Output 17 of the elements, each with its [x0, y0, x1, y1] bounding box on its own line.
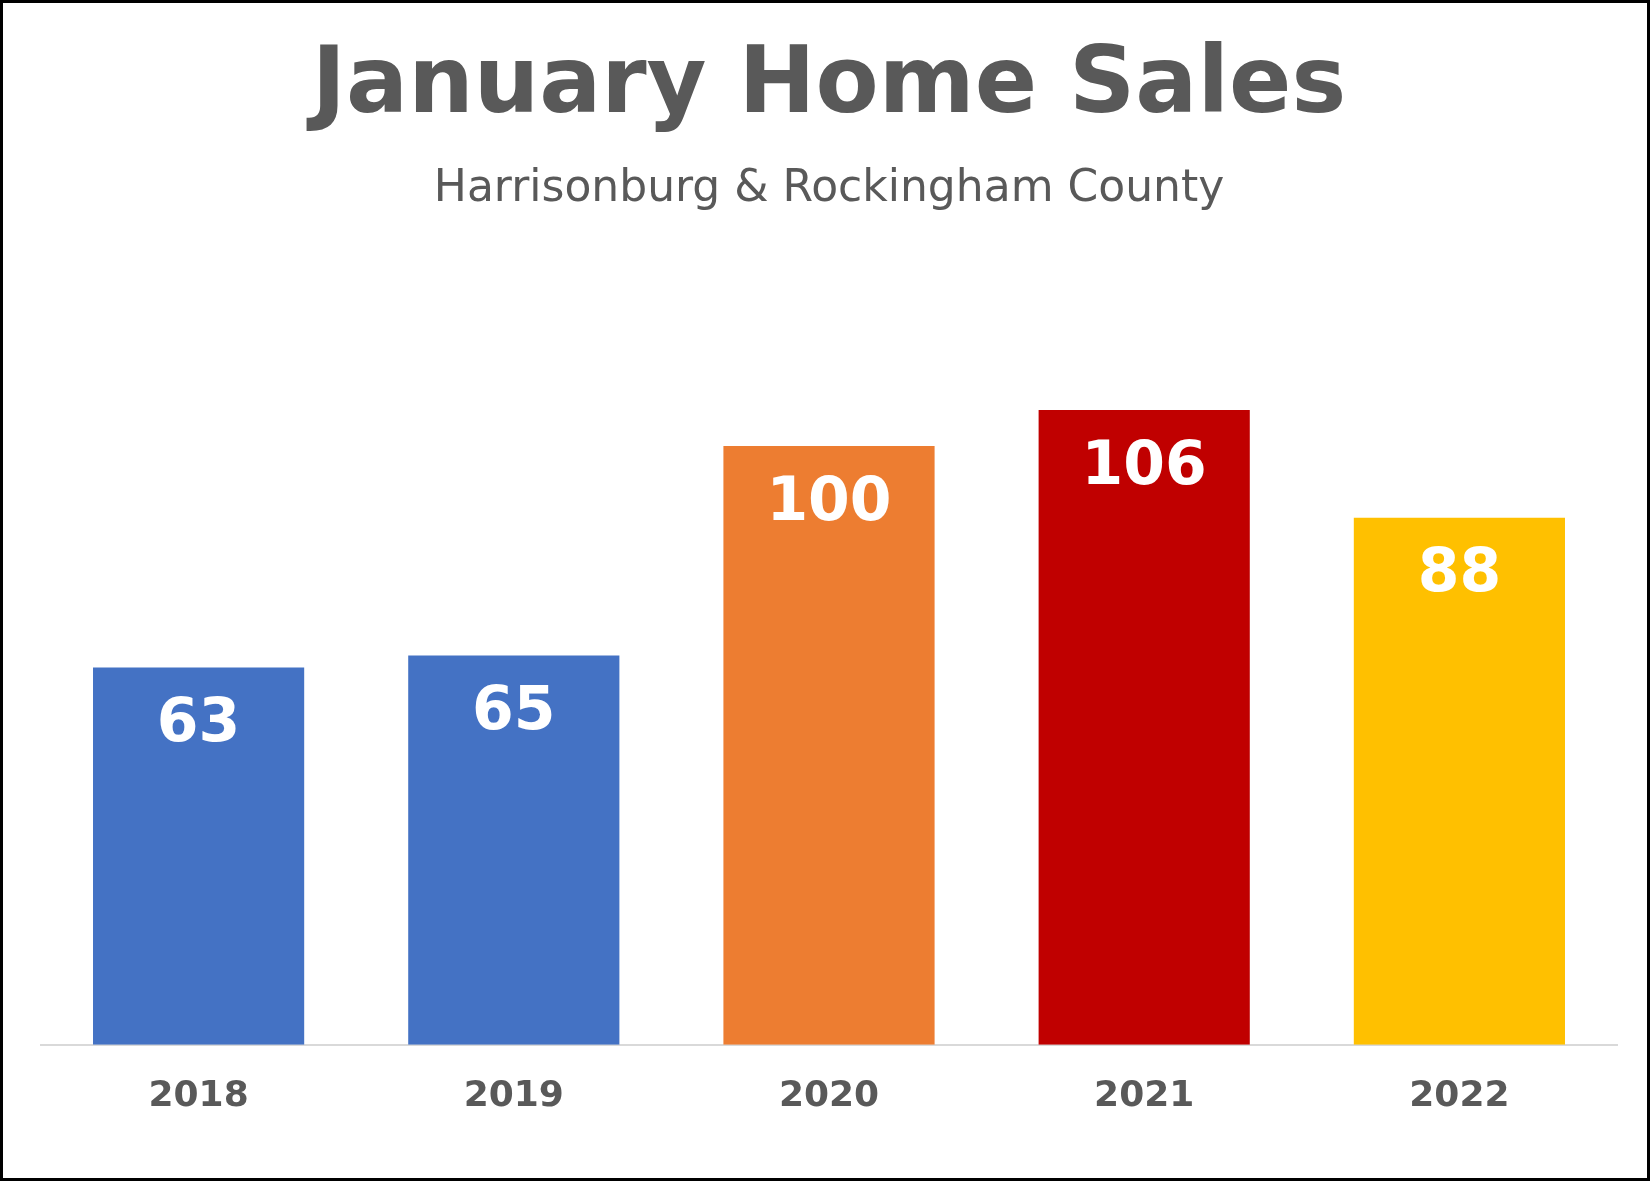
- chart-subtitle: Harrisonburg & Rockingham County: [433, 160, 1225, 212]
- data-label: 88: [1417, 535, 1502, 606]
- data-label: 63: [156, 685, 241, 756]
- x-tick-label: 2022: [1409, 1072, 1510, 1114]
- x-tick-label: 2020: [778, 1072, 880, 1114]
- x-tick-label: 2019: [463, 1072, 564, 1114]
- x-tick-label: 2018: [148, 1072, 249, 1114]
- data-label: 106: [1081, 427, 1207, 498]
- bar: [1038, 410, 1250, 1045]
- x-tick-label: 2021: [1094, 1072, 1195, 1114]
- data-label: 65: [472, 673, 556, 744]
- bar: [1353, 517, 1565, 1045]
- bar: [723, 445, 935, 1045]
- chart-title: January Home Sales: [305, 27, 1347, 135]
- bar: [408, 655, 620, 1045]
- data-label: 100: [766, 463, 892, 534]
- bar: [93, 667, 305, 1045]
